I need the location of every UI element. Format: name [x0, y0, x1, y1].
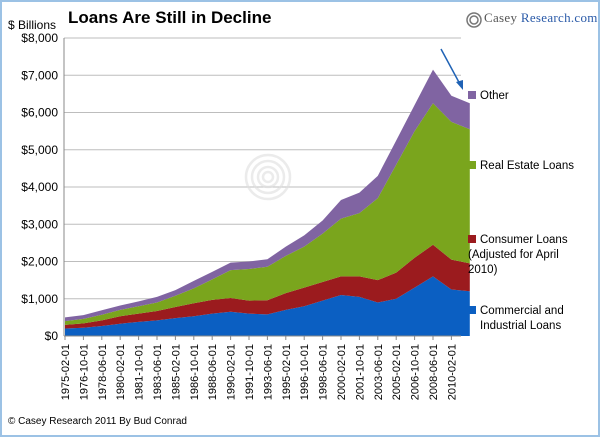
legend-label: Commercial and	[480, 305, 564, 317]
area-consumer	[65, 244, 470, 329]
legend-item-commercial: Commercial and Industrial Loans	[468, 304, 564, 334]
x-tick-label: 2001-10-01	[354, 344, 366, 400]
decline-arrow	[440, 48, 462, 87]
x-tick-label: 1991-10-01	[244, 344, 256, 400]
y-axis-label: $ Billions	[8, 18, 57, 32]
x-tick-label: 2003-06-01	[373, 344, 385, 400]
x-tick-label: 1986-10-01	[189, 344, 201, 400]
legend-label: Industrial Loans	[480, 320, 562, 332]
legend-label: Consumer Loans	[480, 234, 568, 246]
watermark-icon	[244, 153, 292, 201]
area-commercial	[65, 276, 470, 336]
logo-word-research: Research.com	[520, 10, 598, 25]
logo-icon	[466, 12, 482, 28]
x-tick-label: 1976-10-01	[78, 344, 90, 400]
legend-label: Other	[480, 90, 509, 102]
y-tick-label: $8,000	[21, 31, 58, 45]
y-tick-label: $0	[45, 329, 59, 343]
legend-item-consumer: Consumer Loans (Adjusted for April 2010)	[468, 233, 568, 278]
y-tick-label: $6,000	[21, 106, 58, 120]
x-tick-label: 1975-02-01	[60, 344, 72, 400]
legend-label: (Adjusted for April	[468, 249, 559, 261]
chart-title: Loans Are Still in Decline	[68, 8, 272, 27]
x-tick-label: 1980-02-01	[115, 344, 127, 400]
x-tick-label: 2010-02-01	[446, 344, 458, 400]
arrow-head-icon	[456, 80, 463, 90]
area-other	[65, 69, 470, 322]
x-tick-label: 1990-02-01	[226, 344, 238, 400]
y-tick-label: $4,000	[21, 180, 58, 194]
watermark-icon	[256, 165, 280, 189]
legend-swatch	[468, 235, 476, 243]
legend-swatch	[468, 91, 476, 99]
y-tick-label: $5,000	[21, 143, 58, 157]
x-tick-label: 2000-02-01	[336, 344, 348, 400]
x-tick-label: 1995-02-01	[281, 344, 293, 400]
legend-item-real-estate: Real Estate Loans	[468, 159, 574, 174]
x-tick-label: 1978-06-01	[97, 344, 109, 400]
casey-research-logo: Casey Research.com	[484, 10, 598, 26]
legend-item-other: Other	[468, 89, 509, 104]
y-tick-label: $2,000	[21, 255, 58, 269]
area-real	[65, 103, 470, 325]
watermark-icon	[250, 159, 286, 195]
x-tick-label: 2006-10-01	[410, 344, 422, 400]
x-tick-label: 1996-10-01	[299, 344, 311, 400]
x-tick-label: 1993-06-01	[262, 344, 274, 400]
x-tick-label: 2008-06-01	[428, 344, 440, 400]
x-tick-label: 1988-06-01	[207, 344, 219, 400]
x-tick-label: 1998-06-01	[318, 344, 330, 400]
y-tick-label: $7,000	[21, 68, 58, 82]
x-tick-label: 1985-02-01	[170, 344, 182, 400]
legend-label: 2010)	[468, 264, 498, 276]
y-tick-label: $1,000	[21, 292, 58, 306]
x-tick-label: 1981-10-01	[134, 344, 146, 400]
logo-icon	[469, 15, 479, 25]
x-tick-label: 1983-06-01	[152, 344, 164, 400]
legend-label: Real Estate Loans	[480, 160, 574, 172]
logo-word-casey: Casey	[484, 10, 518, 25]
y-tick-label: $3,000	[21, 217, 58, 231]
footer-credit: © Casey Research 2011 By Bud Conrad	[8, 416, 187, 427]
watermark-icon	[261, 170, 275, 184]
legend-swatch	[468, 161, 476, 169]
legend-swatch	[468, 306, 476, 314]
x-tick-label: 2005-02-01	[391, 344, 403, 400]
